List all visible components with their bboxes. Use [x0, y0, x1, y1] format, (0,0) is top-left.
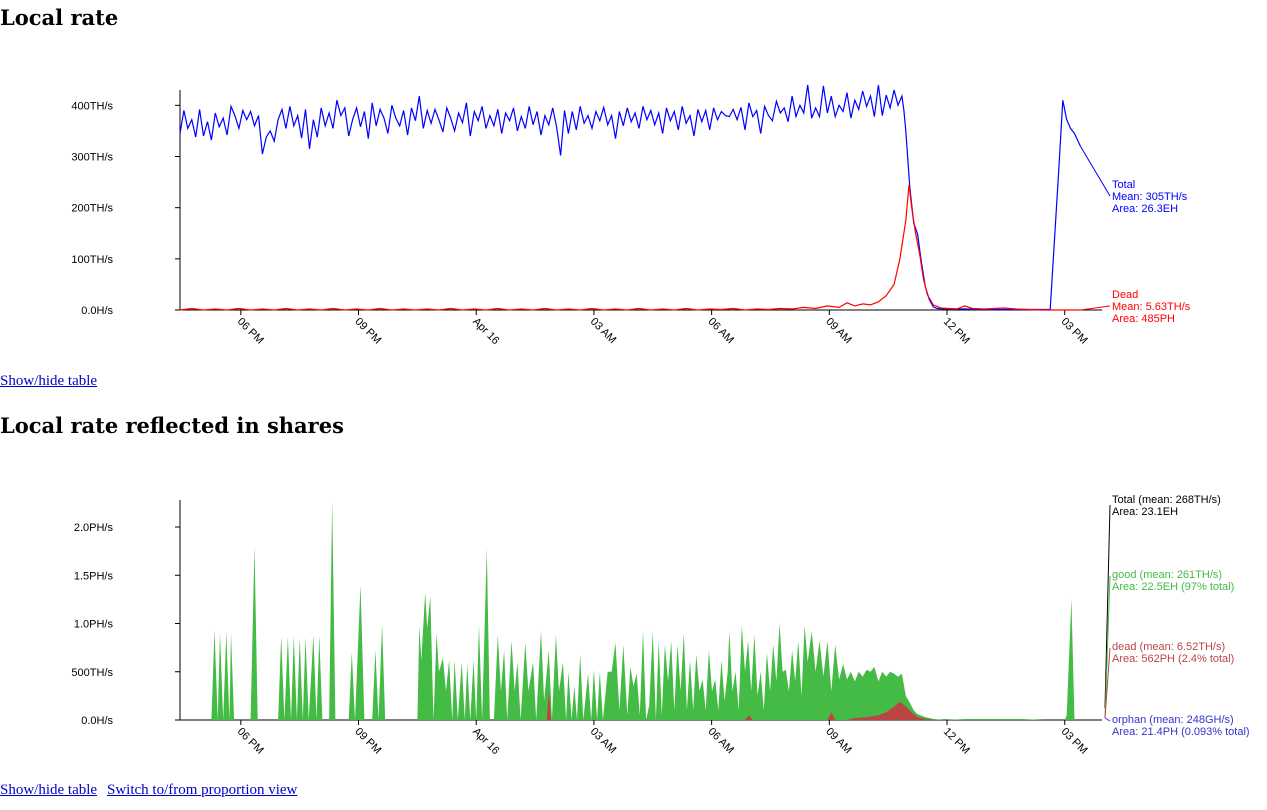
legend-leader-dead	[1104, 647, 1111, 719]
legend-dead-line: Area: 562PH (2.4% total)	[1112, 653, 1234, 665]
y-tick-label: 2.0PH/s	[74, 522, 114, 534]
legend-orphan-line: Area: 21.4PH (0.093% total)	[1112, 726, 1250, 738]
y-tick-label: 1.5PH/s	[74, 570, 114, 582]
x-tick-label: 06 PM	[235, 316, 266, 347]
x-tick-label: Apr 16	[470, 726, 501, 757]
y-tick-label: 500TH/s	[71, 667, 113, 679]
shares-show-hide-table-link[interactable]: Show/hide table	[0, 782, 98, 798]
legend-total-line: Total (mean: 268TH/s)	[1112, 494, 1221, 506]
x-tick-label: 03 PM	[1059, 316, 1090, 347]
local-rate-title: Local rate	[0, 5, 119, 30]
series-line-total	[179, 84, 1081, 311]
shares-title: Local rate reflected in shares	[0, 413, 344, 438]
series-area-good	[180, 501, 1081, 720]
legend-leader-total	[1079, 146, 1111, 197]
legend-dead-line: Dead	[1112, 289, 1138, 301]
legend-good-line: good (mean: 261TH/s)	[1112, 569, 1222, 581]
legend-total-line: Mean: 305TH/s	[1112, 191, 1188, 203]
x-tick-label: 06 AM	[705, 726, 736, 757]
legend-leader-good	[1104, 575, 1111, 719]
y-tick-label: 200TH/s	[71, 203, 113, 215]
x-tick-label: 03 AM	[588, 726, 619, 757]
series-area-dead	[180, 691, 1081, 720]
x-tick-label: 09 PM	[352, 726, 383, 757]
x-tick-label: 06 AM	[705, 316, 736, 347]
local-rate-show-hide-table-link[interactable]: Show/hide table	[0, 373, 98, 389]
legend-good-line: Area: 22.5EH (97% total)	[1112, 581, 1234, 593]
y-tick-label: 400TH/s	[71, 100, 113, 112]
x-tick-label: 03 PM	[1059, 726, 1090, 757]
y-tick-label: 0.0H/s	[81, 305, 113, 317]
y-tick-label: 300TH/s	[71, 152, 113, 164]
series-line-dead	[179, 184, 1081, 311]
legend-leader-orphan	[1104, 717, 1111, 722]
x-tick-label: Apr 16	[470, 316, 501, 347]
legend-dead-line: Area: 485PH	[1112, 313, 1175, 325]
legend-total-line: Area: 23.1EH	[1112, 506, 1178, 518]
legend-orphan-line: orphan (mean: 248GH/s)	[1112, 714, 1234, 726]
y-tick-label: 100TH/s	[71, 254, 113, 266]
x-tick-label: 09 AM	[823, 726, 854, 757]
x-tick-label: 03 AM	[588, 316, 619, 347]
x-tick-label: 12 PM	[941, 316, 972, 347]
legend-leader-dead	[1080, 305, 1111, 311]
local-rate-chart: 0.0H/s 100TH/s 200TH/s 300TH/s 400TH/s 06 PM 0…	[71, 84, 1191, 347]
y-tick-label: 1.0PH/s	[74, 619, 114, 631]
x-tick-label: 06 PM	[235, 726, 266, 757]
x-tick-label: 09 PM	[352, 316, 383, 347]
legend-total-line: Area: 26.3EH	[1112, 203, 1178, 215]
x-tick-label: 12 PM	[941, 726, 972, 757]
shares-chart: 0.0H/s 500TH/s 1.0PH/s 1.5PH/s 2.0PH/s 06 PM 0…	[71, 494, 1250, 757]
legend-total-line: Total	[1112, 179, 1135, 191]
legend-leader-total	[1104, 504, 1111, 709]
legend-dead-line: Mean: 5.63TH/s	[1112, 301, 1191, 313]
legend-dead-line: dead (mean: 6.52TH/s)	[1112, 641, 1225, 653]
y-tick-label: 0.0H/s	[81, 715, 113, 727]
proportion-view-toggle-link[interactable]: Switch to/from proportion view	[107, 782, 298, 798]
x-tick-label: 09 AM	[823, 316, 854, 347]
